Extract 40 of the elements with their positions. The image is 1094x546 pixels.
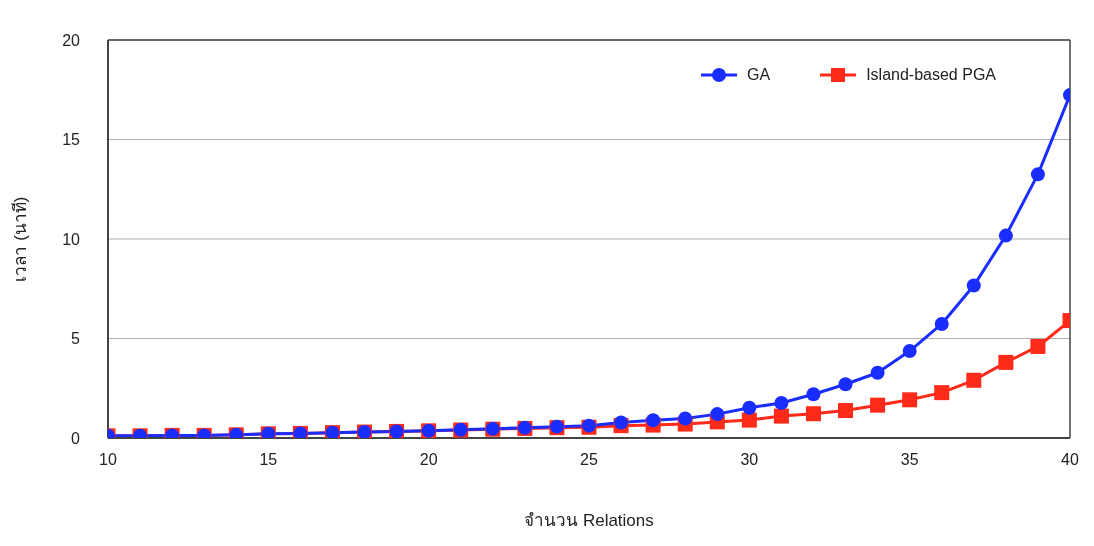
y-tick-label: 20 xyxy=(62,31,81,49)
point xyxy=(1030,338,1046,354)
point xyxy=(902,392,918,408)
point xyxy=(966,372,982,388)
point xyxy=(838,403,854,419)
point xyxy=(966,278,981,293)
x-tick-label: 25 xyxy=(580,451,598,469)
point xyxy=(741,412,757,428)
point xyxy=(870,397,886,413)
x-tick-label: 15 xyxy=(259,451,278,469)
y-tick-label: 5 xyxy=(71,330,81,348)
x-tick-label: 30 xyxy=(740,451,759,469)
y-tick-label: 10 xyxy=(62,230,81,248)
point xyxy=(773,408,789,424)
legend-label: Island-based PGA xyxy=(865,66,996,84)
x-tick-label: 40 xyxy=(1061,451,1079,469)
point xyxy=(646,413,661,428)
point xyxy=(678,411,693,426)
x-axis-title: จำนวน Relations xyxy=(524,511,654,530)
point xyxy=(710,407,725,422)
point xyxy=(934,385,950,401)
y-tick-label: 15 xyxy=(62,131,81,149)
legend-label: GA xyxy=(746,66,771,84)
point xyxy=(838,377,853,392)
point xyxy=(614,415,629,430)
point xyxy=(1030,167,1045,182)
y-axis-title: เวลา (นาที) xyxy=(11,196,31,282)
point xyxy=(774,395,789,410)
point xyxy=(998,228,1013,243)
point xyxy=(870,365,885,380)
x-tick-label: 20 xyxy=(419,451,438,469)
point xyxy=(806,387,821,402)
point xyxy=(934,316,949,331)
x-tick-label: 35 xyxy=(900,451,919,469)
point xyxy=(902,344,917,359)
point xyxy=(742,400,757,415)
x-tick-label: 10 xyxy=(99,451,117,469)
y-tick-label: 0 xyxy=(71,429,81,447)
point xyxy=(805,406,821,422)
point xyxy=(998,354,1014,370)
